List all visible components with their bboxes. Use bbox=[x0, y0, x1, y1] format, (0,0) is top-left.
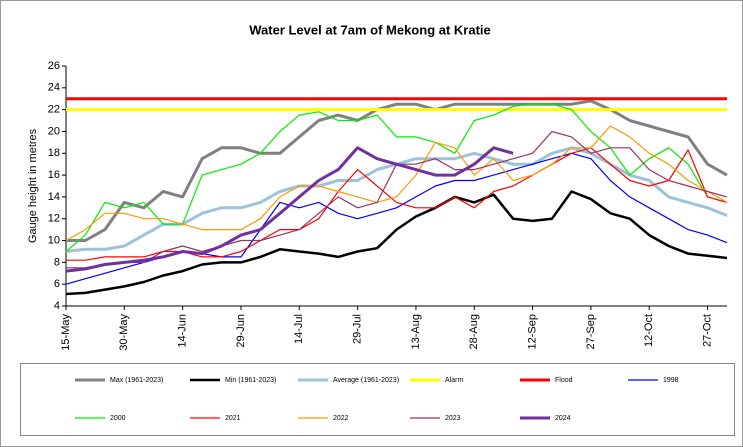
x-tick-label: 27-Sep bbox=[585, 314, 597, 349]
series-line bbox=[65, 125, 728, 242]
legend-box bbox=[20, 363, 735, 436]
x-tick-label: 28-Aug bbox=[468, 314, 480, 349]
y-tick-label: 20 bbox=[48, 125, 60, 137]
legend-label: Average (1961-2023) bbox=[333, 377, 399, 384]
y-tick-label: 12 bbox=[48, 213, 60, 225]
legend-label: 2021 bbox=[225, 415, 241, 422]
series-line bbox=[66, 147, 728, 261]
x-tick-label: 12-Oct bbox=[643, 314, 655, 347]
series-line bbox=[65, 146, 514, 273]
legend-label: 2000 bbox=[110, 415, 126, 422]
y-tick-label: 22 bbox=[48, 104, 60, 116]
x-tick-label: 30-May bbox=[118, 314, 130, 351]
x-tick-label: 13-Aug bbox=[410, 314, 422, 349]
legend-label: Flood bbox=[555, 377, 573, 384]
legend-label: Min (1961-2023) bbox=[225, 377, 276, 384]
y-tick-label: 18 bbox=[48, 147, 60, 159]
y-tick-label: 8 bbox=[54, 256, 60, 268]
series-line bbox=[66, 99, 728, 242]
y-axis-label: Gauge height in metres bbox=[27, 128, 39, 243]
series-line bbox=[65, 103, 728, 252]
y-tick-label: 10 bbox=[48, 234, 60, 246]
y-tick-label: 6 bbox=[54, 278, 60, 290]
legend-label: 1998 bbox=[663, 377, 679, 384]
x-tick-label: 15-May bbox=[60, 314, 72, 351]
y-tick-label: 24 bbox=[48, 82, 60, 94]
y-tick-label: 26 bbox=[48, 60, 60, 72]
x-tick-label: 27-Oct bbox=[701, 314, 713, 347]
x-tick-label: 14-Jun bbox=[177, 314, 189, 348]
legend-label: 2024 bbox=[555, 415, 571, 422]
y-tick-label: 4 bbox=[54, 300, 60, 312]
chart-title: Water Level at 7am of Mekong at Kratie bbox=[249, 22, 491, 37]
y-tick-label: 14 bbox=[48, 191, 60, 203]
legend-label: 2022 bbox=[333, 415, 349, 422]
x-tick-label: 12-Sep bbox=[526, 314, 538, 349]
legend-label: 2023 bbox=[445, 415, 461, 422]
x-tick-label: 29-Jul bbox=[352, 314, 364, 344]
legend-label: Alarm bbox=[445, 377, 463, 384]
x-tick-label: 29-Jun bbox=[235, 314, 247, 348]
legend-label: Max (1961-2023) bbox=[110, 377, 163, 384]
x-tick-label: 14-Jul bbox=[293, 314, 305, 344]
y-tick-label: 16 bbox=[48, 169, 60, 181]
series-line bbox=[65, 190, 728, 296]
